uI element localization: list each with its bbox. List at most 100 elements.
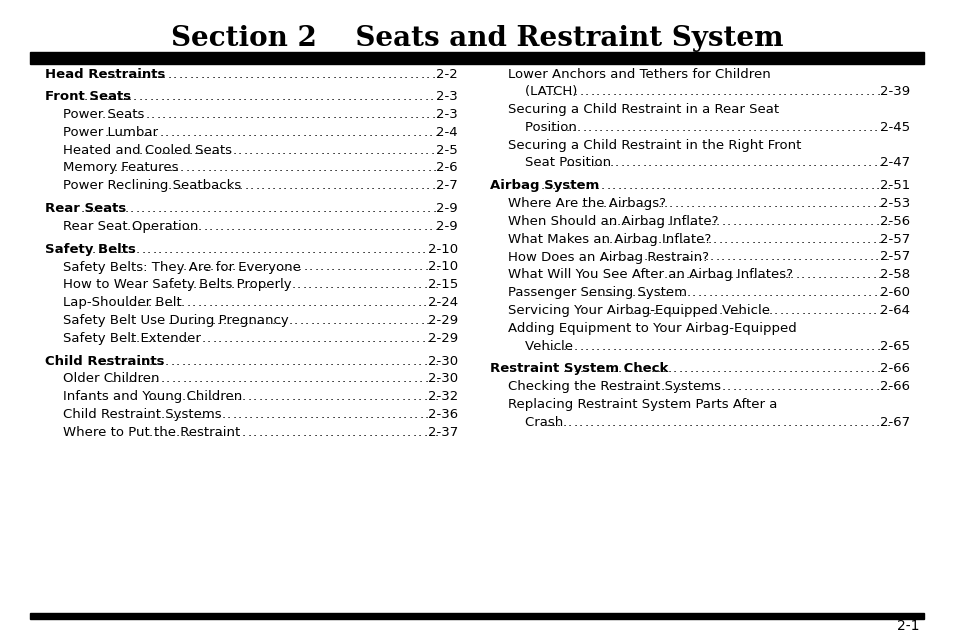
Text: .: .	[225, 220, 230, 233]
Text: .: .	[136, 242, 140, 256]
Text: .: .	[191, 242, 195, 256]
Text: .: .	[407, 355, 411, 367]
Text: .: .	[747, 251, 752, 263]
Text: .: .	[804, 339, 808, 353]
Text: .: .	[190, 332, 194, 345]
Text: .: .	[375, 144, 379, 157]
Text: .: .	[256, 161, 261, 175]
Text: .: .	[567, 416, 571, 429]
Text: .: .	[276, 144, 280, 157]
Text: .: .	[212, 332, 216, 345]
Text: .: .	[293, 408, 296, 421]
Text: .: .	[275, 260, 279, 274]
Text: .: .	[308, 278, 312, 292]
Text: .: .	[576, 156, 579, 170]
Text: .: .	[334, 242, 337, 256]
Text: .: .	[727, 362, 731, 375]
Text: .: .	[729, 233, 733, 246]
Text: Lower Anchors and Tethers for Children: Lower Anchors and Tethers for Children	[507, 68, 770, 80]
Text: .: .	[156, 108, 160, 121]
Text: .: .	[203, 390, 208, 403]
Text: .: .	[633, 215, 637, 228]
Text: 2-58: 2-58	[879, 269, 909, 281]
Text: .: .	[420, 314, 424, 327]
Text: .: .	[172, 144, 176, 157]
Text: .: .	[347, 91, 351, 103]
Text: .: .	[650, 85, 655, 98]
Text: .: .	[660, 416, 664, 429]
Text: .: .	[609, 156, 613, 170]
Text: .: .	[557, 179, 560, 192]
Text: .: .	[627, 215, 632, 228]
Text: .: .	[719, 286, 722, 299]
Text: .: .	[289, 332, 293, 345]
Text: .: .	[171, 390, 174, 403]
Text: .: .	[814, 179, 819, 192]
Text: .: .	[237, 91, 241, 103]
Text: .: .	[330, 278, 334, 292]
Text: .: .	[325, 91, 329, 103]
Text: .: .	[284, 161, 289, 175]
Text: .: .	[176, 260, 181, 274]
Text: .: .	[727, 339, 731, 353]
Text: .: .	[743, 362, 748, 375]
Text: .: .	[165, 390, 169, 403]
Text: .: .	[249, 408, 253, 421]
Text: .: .	[812, 156, 816, 170]
Text: .: .	[795, 197, 799, 210]
Text: .: .	[407, 260, 412, 274]
Text: .: .	[799, 339, 802, 353]
Text: .: .	[261, 68, 265, 80]
Text: .: .	[415, 68, 418, 80]
Text: .: .	[795, 304, 800, 317]
Text: .: .	[369, 91, 374, 103]
Text: .: .	[401, 278, 405, 292]
Text: .: .	[862, 251, 867, 263]
Text: .: .	[269, 220, 274, 233]
Text: .: .	[220, 373, 225, 385]
Text: .: .	[644, 179, 648, 192]
Text: .: .	[357, 355, 361, 367]
Text: .: .	[280, 426, 284, 439]
Text: .: .	[373, 296, 377, 309]
Text: .: .	[706, 269, 711, 281]
Text: .: .	[206, 108, 210, 121]
Text: .: .	[250, 68, 253, 80]
Text: .: .	[294, 179, 297, 192]
Text: .: .	[390, 220, 395, 233]
Text: .: .	[255, 332, 260, 345]
Text: .: .	[269, 296, 273, 309]
Text: .: .	[562, 85, 566, 98]
Text: .: .	[203, 296, 207, 309]
Text: .: .	[193, 91, 197, 103]
Text: .: .	[647, 156, 651, 170]
Text: .: .	[130, 332, 133, 345]
Text: .: .	[549, 121, 553, 134]
Text: .: .	[724, 286, 728, 299]
Text: .: .	[198, 260, 203, 274]
Text: .: .	[129, 68, 133, 80]
Text: .: .	[396, 91, 400, 103]
Text: .: .	[782, 362, 786, 375]
Text: .: .	[385, 126, 389, 139]
Text: .: .	[600, 85, 605, 98]
Text: .: .	[768, 304, 772, 317]
Text: .: .	[283, 108, 287, 121]
Text: .: .	[677, 215, 680, 228]
Text: .: .	[654, 121, 658, 134]
Text: .: .	[667, 85, 671, 98]
Text: .: .	[749, 85, 753, 98]
Text: .: .	[342, 408, 346, 421]
Text: .: .	[703, 251, 707, 263]
Text: .: .	[361, 161, 365, 175]
Text: .: .	[197, 426, 202, 439]
Text: .: .	[883, 304, 887, 317]
Text: .: .	[318, 126, 323, 139]
Text: .: .	[639, 215, 642, 228]
Text: .: .	[634, 339, 638, 353]
Text: .: .	[427, 161, 431, 175]
Text: .: .	[200, 68, 204, 80]
Text: .: .	[385, 220, 389, 233]
Text: .: .	[801, 286, 805, 299]
Text: .: .	[688, 416, 692, 429]
